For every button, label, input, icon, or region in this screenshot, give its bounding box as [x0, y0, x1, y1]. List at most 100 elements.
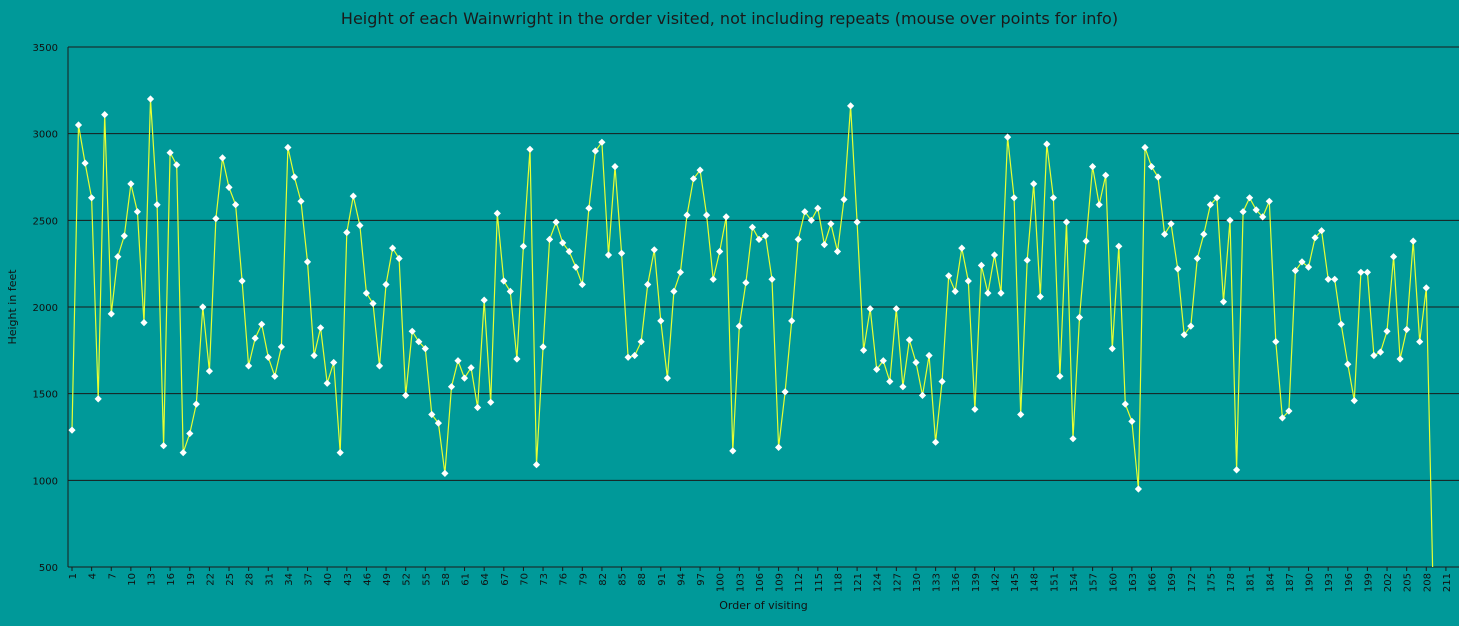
y-tick-label-1000: 1000 — [33, 476, 58, 487]
data-point-138 — [964, 277, 972, 285]
x-tick-label-190: 190 — [1305, 573, 1316, 592]
data-point-109 — [775, 443, 783, 451]
x-tick-label-7: 7 — [107, 573, 118, 579]
x-tick-label-82: 82 — [598, 573, 609, 586]
data-point-137 — [958, 244, 966, 252]
data-point-18 — [179, 449, 187, 457]
data-point-190 — [1304, 263, 1313, 271]
data-point-201 — [1376, 348, 1385, 356]
x-tick-label-211: 211 — [1442, 573, 1453, 592]
data-point-163 — [1128, 417, 1136, 425]
data-point-29 — [251, 334, 259, 342]
axes: 500 1000 1500 2000 2500 3000 3500 1 4 7 10 13 16 19 22… — [33, 43, 1459, 592]
data-point-118 — [833, 247, 842, 256]
data-point-13 — [146, 95, 155, 103]
data-point-10 — [127, 180, 135, 188]
data-point-22 — [205, 367, 213, 375]
data-point-157 — [1089, 163, 1097, 171]
data-point-112 — [794, 235, 802, 243]
data-point-59 — [447, 383, 456, 391]
data-point-143 — [997, 289, 1005, 297]
data-point-160 — [1108, 345, 1116, 353]
data-point-27 — [238, 277, 246, 285]
data-point-150 — [1043, 140, 1051, 148]
data-point-5 — [94, 395, 102, 403]
x-tick-label-64: 64 — [480, 573, 491, 586]
x-tick-label-139: 139 — [971, 573, 982, 592]
data-point-50 — [389, 244, 397, 252]
data-point-83 — [604, 251, 613, 259]
data-point-107 — [761, 232, 770, 240]
x-tick-label-208: 208 — [1422, 573, 1433, 592]
data-point-113 — [801, 208, 809, 216]
y-tick-label-2500: 2500 — [33, 216, 58, 227]
data-point-146 — [1017, 410, 1025, 419]
data-point-125 — [879, 357, 887, 365]
data-point-14 — [153, 201, 161, 209]
x-tick-label-172: 172 — [1187, 573, 1198, 592]
data-point-40 — [323, 379, 331, 387]
data-point-129 — [905, 336, 913, 344]
data-point-103 — [735, 322, 743, 330]
data-point-202 — [1383, 327, 1391, 335]
x-tick-label-46: 46 — [362, 573, 373, 586]
x-tick-label-109: 109 — [775, 573, 786, 592]
data-point-128 — [899, 383, 907, 391]
data-point-33 — [277, 343, 285, 351]
data-point-98 — [703, 211, 711, 219]
data-point-161 — [1115, 242, 1123, 250]
data-point-154 — [1069, 435, 1077, 443]
data-point-151 — [1049, 194, 1057, 202]
data-point-93 — [670, 287, 678, 295]
x-tick-label-115: 115 — [814, 573, 825, 592]
data-point-60 — [454, 357, 462, 365]
x-tick-label-142: 142 — [990, 573, 1001, 592]
data-point-73 — [539, 343, 547, 351]
data-point-46 — [362, 289, 370, 297]
data-point-134 — [938, 377, 946, 386]
x-tick-label-121: 121 — [853, 573, 864, 592]
data-point-45 — [356, 221, 364, 230]
x-tick-label-16: 16 — [166, 573, 177, 586]
data-point-80 — [585, 204, 593, 212]
x-tick-label-205: 205 — [1403, 573, 1414, 592]
x-tick-label-85: 85 — [618, 573, 629, 586]
data-point-187 — [1285, 407, 1293, 415]
data-point-30 — [258, 320, 266, 328]
data-point-17 — [173, 161, 181, 169]
data-point-181 — [1246, 194, 1254, 202]
x-tick-label-112: 112 — [794, 573, 805, 592]
data-point-117 — [827, 220, 835, 228]
data-point-149 — [1036, 293, 1044, 301]
data-point-164 — [1134, 485, 1142, 493]
x-tick-label-136: 136 — [951, 573, 962, 592]
y-tick-label-3000: 3000 — [33, 130, 58, 141]
x-tick-label-79: 79 — [578, 573, 589, 586]
x-tick-label-106: 106 — [755, 573, 766, 592]
x-tick-label-157: 157 — [1089, 573, 1100, 592]
data-point-172 — [1187, 322, 1195, 330]
data-point-108 — [768, 275, 776, 283]
data-point-7 — [107, 310, 115, 318]
data-point-206 — [1409, 237, 1417, 245]
data-point-166 — [1147, 163, 1156, 171]
data-point-89 — [644, 280, 652, 289]
data-point-54 — [415, 338, 423, 346]
data-point-36 — [297, 197, 305, 205]
data-point-97 — [696, 166, 704, 174]
x-tick-label-160: 160 — [1108, 573, 1119, 592]
data-point-120 — [847, 102, 855, 110]
data-point-32 — [271, 372, 279, 380]
x-tick-label-1: 1 — [68, 573, 79, 579]
data-point-135 — [945, 272, 953, 280]
data-point-9 — [120, 232, 128, 240]
data-point-100 — [716, 247, 724, 256]
data-point-204 — [1396, 355, 1404, 363]
data-point-158 — [1095, 201, 1103, 209]
x-tick-label-163: 163 — [1128, 573, 1139, 592]
x-tick-label-124: 124 — [873, 573, 884, 592]
data-point-195 — [1337, 320, 1345, 328]
x-tick-label-58: 58 — [441, 573, 452, 586]
data-point-191 — [1311, 234, 1319, 242]
data-point-155 — [1075, 313, 1084, 321]
